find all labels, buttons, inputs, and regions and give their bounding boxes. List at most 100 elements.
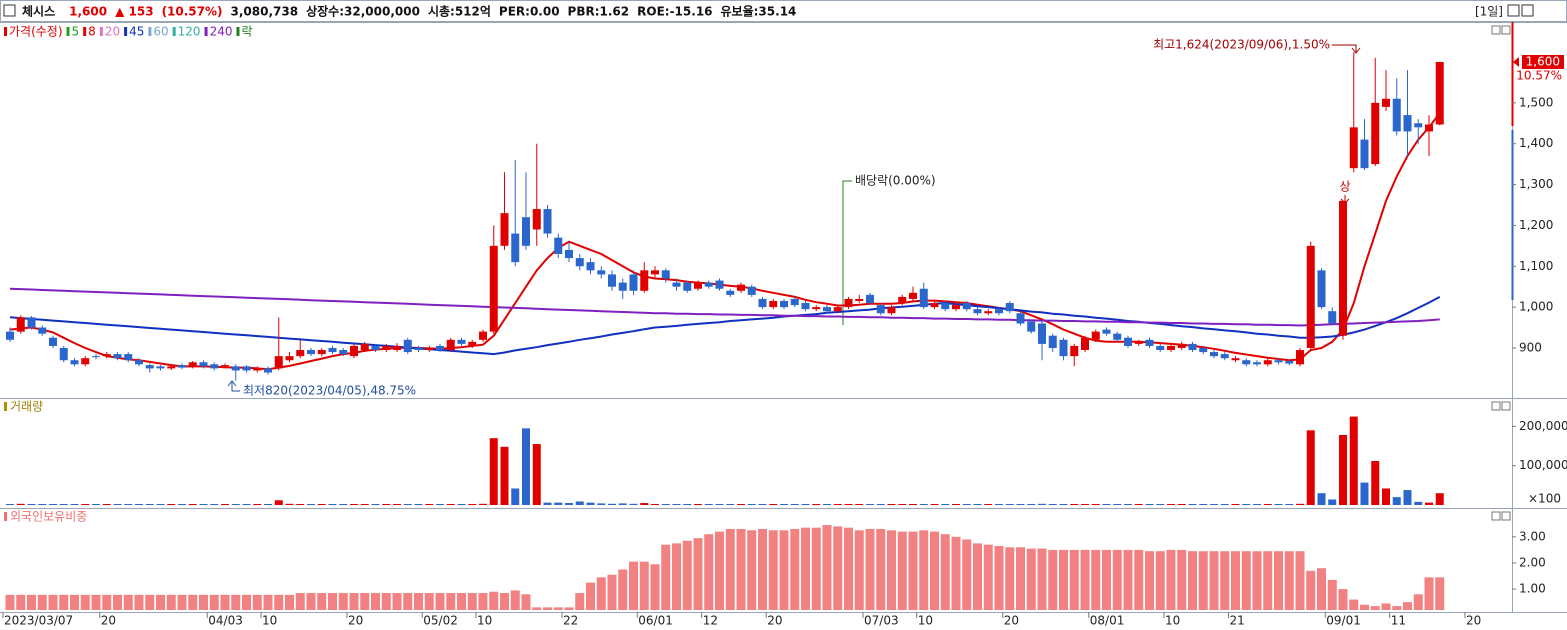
volume-bar xyxy=(1134,504,1143,505)
candle-body xyxy=(1027,321,1036,332)
foreign-ratio-bar xyxy=(360,593,370,610)
y-tick-label: 1,100 xyxy=(1519,259,1553,273)
volume-bar xyxy=(403,504,412,505)
volume-bar xyxy=(274,500,283,505)
volume-bar xyxy=(436,504,444,505)
foreign-ratio-bar xyxy=(1069,549,1079,610)
legend-marker xyxy=(66,27,70,36)
legend-label: 8 xyxy=(88,25,96,39)
candle-body xyxy=(608,274,616,287)
candle-body xyxy=(1145,339,1154,346)
candle-body xyxy=(522,217,530,246)
header-checkbox[interactable] xyxy=(3,4,16,17)
foreign-ratio-bar xyxy=(177,594,187,610)
volume-bar xyxy=(1210,504,1218,505)
close-button[interactable] xyxy=(1521,4,1534,17)
candle-body xyxy=(887,307,896,314)
header-per: PER:0.00 xyxy=(499,5,560,19)
candle-body xyxy=(253,368,262,371)
volume-bar xyxy=(102,504,111,505)
candle-body xyxy=(737,284,745,291)
candle-body xyxy=(1382,98,1390,107)
x-tick-label: 04/03 xyxy=(208,614,243,628)
volume-bar xyxy=(640,503,649,505)
panel-button[interactable] xyxy=(1501,25,1511,35)
volume-bar xyxy=(221,504,229,505)
candle-body xyxy=(694,282,702,289)
foreign-ratio-bar xyxy=(994,545,1004,610)
candle-body xyxy=(866,294,874,304)
volume-bar xyxy=(1403,490,1412,505)
volume-bar xyxy=(855,504,864,505)
foreign-ratio-bar xyxy=(1392,606,1402,610)
foreign-ratio-bar xyxy=(930,531,939,610)
volume-bar xyxy=(425,504,434,505)
candle-body xyxy=(1134,341,1143,344)
volume-bar xyxy=(554,502,563,505)
candle-body xyxy=(382,345,391,351)
y-tick-label: 1,500 xyxy=(1519,95,1553,109)
candle-body xyxy=(274,356,283,369)
legend-label: 20 xyxy=(105,25,120,39)
panel-button[interactable] xyxy=(1491,401,1501,411)
foreign-ratio-bar xyxy=(91,594,101,610)
volume-bar xyxy=(1145,504,1154,505)
candle-body xyxy=(113,354,122,359)
candle-body xyxy=(1124,337,1132,346)
foreign-ratio-bar xyxy=(478,593,488,610)
foreign-ratio-bar xyxy=(887,530,896,610)
foreign-ratio-bar xyxy=(70,594,79,610)
panel-button[interactable] xyxy=(1501,401,1511,411)
panel-button[interactable] xyxy=(1491,25,1501,35)
volume-bar xyxy=(1199,504,1208,505)
candle-body xyxy=(801,303,810,310)
volume-bar xyxy=(597,503,606,505)
y-tick-label: 2.00 xyxy=(1519,555,1546,569)
foreign-ratio-bar xyxy=(1241,551,1251,610)
foreign-ratio-bar xyxy=(166,594,176,610)
foreign-ratio-bar xyxy=(629,561,638,610)
x-tick-label: 20 xyxy=(101,614,116,628)
foreign-ratio-bar xyxy=(811,527,821,610)
volume-bar xyxy=(651,504,659,505)
header-market-cap: 시총:512억 xyxy=(428,4,491,19)
foreign-ratio-bar xyxy=(381,593,391,610)
y-tick-label: 1,300 xyxy=(1519,177,1553,191)
candle-body xyxy=(49,337,57,346)
foreign-ratio-bar xyxy=(747,530,757,610)
candle-body xyxy=(909,292,917,299)
legend-marker xyxy=(204,27,208,36)
last-price-label: 1,600 xyxy=(1526,54,1560,68)
volume-bar xyxy=(457,504,466,505)
window-button[interactable] xyxy=(1507,4,1520,17)
candle-body xyxy=(629,274,638,291)
volume-bar xyxy=(726,504,735,505)
panel-button[interactable] xyxy=(1501,511,1511,521)
candle-body xyxy=(317,350,326,355)
candle-body xyxy=(1005,303,1014,312)
volume-bar xyxy=(27,504,36,505)
foreign-ratio-bar xyxy=(113,594,122,610)
y-tick-label: 100,000 xyxy=(1519,458,1567,472)
volume-bar xyxy=(1081,504,1089,505)
candle-body xyxy=(296,350,305,357)
volume-bar xyxy=(468,504,477,505)
volume-bar xyxy=(801,504,810,505)
foreign-ratio-bar xyxy=(123,594,133,610)
foreign-ratio-bar xyxy=(403,593,413,610)
legend-marker xyxy=(236,27,240,36)
foreign-ratio-bar xyxy=(1317,568,1326,610)
foreign-ratio-bar xyxy=(564,607,574,610)
foreign-ratio-bar xyxy=(37,594,47,610)
volume-bar xyxy=(1091,504,1100,505)
candle-body xyxy=(812,307,821,310)
candle-body xyxy=(1425,124,1433,132)
volume-bar xyxy=(898,504,907,505)
volume-bar xyxy=(210,504,219,505)
foreign-ratio-bar xyxy=(973,543,982,610)
panel-button[interactable] xyxy=(1491,511,1501,521)
x-tick-label: 05/02 xyxy=(423,614,458,628)
period-label[interactable]: [1일] xyxy=(1475,5,1503,19)
volume-bar xyxy=(683,504,692,505)
candle-body xyxy=(1392,98,1401,132)
